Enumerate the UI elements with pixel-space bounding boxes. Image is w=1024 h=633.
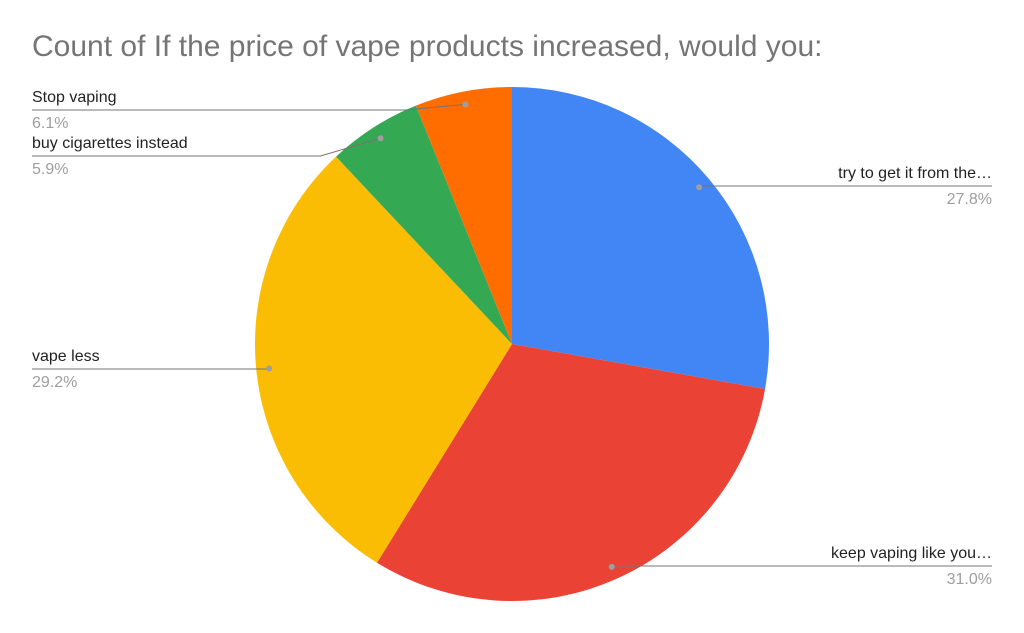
leader-line bbox=[32, 137, 381, 157]
pie-slice bbox=[254, 156, 512, 563]
slice-value-label: 29.2% bbox=[32, 374, 77, 391]
slice-label: keep vaping like you… bbox=[831, 545, 992, 562]
slice-label: buy cigarettes instead bbox=[32, 135, 188, 152]
leader-line bbox=[698, 185, 992, 188]
slice-label: Stop vaping bbox=[32, 89, 117, 106]
slice-value-label: 6.1% bbox=[32, 115, 68, 132]
slice-value-label: 5.9% bbox=[32, 161, 68, 178]
leader-dot bbox=[266, 365, 273, 372]
leader-dot bbox=[377, 135, 384, 142]
slice-label: vape less bbox=[32, 348, 100, 365]
pie-slice bbox=[512, 87, 769, 389]
leader-line bbox=[32, 103, 466, 111]
slice-value-label: 27.8% bbox=[947, 191, 992, 208]
slice-value-label: 31.0% bbox=[947, 571, 992, 588]
chart-title: Count of If the price of vape products i… bbox=[32, 30, 822, 63]
leader-dot bbox=[462, 101, 469, 108]
leader-dot bbox=[608, 563, 615, 570]
pie-slice bbox=[377, 344, 766, 601]
leader-dot bbox=[696, 184, 703, 191]
pie-slice bbox=[415, 87, 512, 344]
leader-line bbox=[611, 565, 992, 567]
pie-slice bbox=[336, 105, 512, 344]
slice-label: try to get it from the… bbox=[838, 165, 992, 182]
